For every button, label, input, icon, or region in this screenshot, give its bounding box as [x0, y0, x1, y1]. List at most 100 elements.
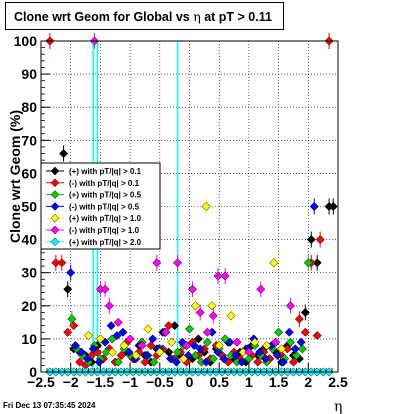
data-point	[106, 321, 116, 331]
data-point	[131, 350, 141, 361]
data-point	[161, 327, 171, 337]
data-point	[137, 340, 147, 351]
data-point	[250, 337, 260, 347]
y-tick-label: 0	[29, 364, 37, 380]
data-point	[226, 311, 236, 321]
x-tick-label: 1.5	[269, 374, 289, 390]
data-point	[202, 337, 212, 347]
legend-marker	[50, 213, 60, 223]
data-point	[193, 334, 203, 344]
data-point	[67, 314, 77, 324]
y-axis-label: Clone wrt Geom (%)	[7, 110, 23, 243]
data-point	[262, 340, 272, 351]
data-point	[181, 340, 192, 351]
x-tick-label: 1	[245, 374, 253, 390]
data-point	[146, 340, 156, 351]
data-point	[171, 357, 181, 367]
x-tick-label: −1	[122, 374, 138, 390]
data-point	[66, 268, 76, 278]
data-point	[214, 340, 224, 351]
data-point	[104, 301, 114, 311]
x-tick-label: 0.5	[209, 374, 229, 390]
data-point	[256, 284, 266, 294]
data-point	[271, 337, 281, 347]
data-point	[167, 337, 177, 347]
data-point	[288, 357, 299, 367]
data-point	[300, 307, 310, 317]
data-point	[190, 301, 200, 311]
data-point	[303, 258, 313, 268]
data-point	[113, 357, 123, 367]
data-point	[148, 334, 158, 344]
y-tick-label: 20	[21, 298, 37, 314]
legend-entry: (-) with pT/|q| > 0.1	[69, 179, 140, 188]
data-point	[63, 327, 73, 337]
x-tick-label: −2	[63, 374, 79, 390]
data-point	[124, 347, 134, 357]
y-tick-label: 30	[21, 265, 37, 281]
data-point	[63, 284, 73, 294]
data-point	[277, 344, 287, 354]
data-point	[195, 344, 205, 354]
data-point	[220, 271, 230, 281]
timestamp: Fri Dec 13 07:35:45 2024	[3, 401, 96, 410]
data-point	[255, 347, 265, 357]
data-point	[125, 334, 135, 344]
data-point	[201, 357, 211, 367]
data-point	[113, 317, 123, 327]
legend-entry: (+) with pT/|q| > 0.1	[69, 167, 142, 176]
data-point	[306, 235, 316, 245]
chart-title: Clone wrt Geom for Global vs η at pT > 0…	[5, 2, 284, 30]
data-point	[219, 354, 229, 364]
data-point	[285, 337, 296, 347]
data-point	[309, 201, 319, 212]
data-point	[190, 350, 200, 361]
data-point	[70, 340, 81, 351]
data-point	[95, 334, 105, 344]
data-point	[69, 321, 79, 331]
data-point	[118, 327, 128, 337]
title-prefix: Clone wrt Geom for Global vs	[14, 10, 190, 24]
legend-entry: (+) with pT/|q| > 2.0	[69, 238, 142, 247]
data-point	[143, 324, 153, 334]
data-point	[294, 314, 304, 324]
legend-entry: (+) with pT/|q| > 0.5	[69, 191, 142, 200]
data-point	[82, 354, 92, 364]
y-tick-label: 90	[21, 66, 37, 82]
y-tick-label: 40	[21, 232, 37, 248]
data-point	[244, 354, 254, 364]
data-point	[189, 340, 199, 351]
data-points	[45, 33, 338, 377]
y-tick-label: 10	[21, 331, 37, 347]
data-point	[213, 347, 223, 357]
title-eta-symbol: η	[193, 9, 201, 24]
data-point	[119, 340, 129, 351]
data-point	[253, 357, 263, 367]
x-tick-label: −1.5	[87, 374, 115, 390]
data-point	[296, 337, 306, 347]
data-point	[179, 354, 189, 364]
y-tick-label: 80	[21, 99, 37, 115]
data-point	[173, 258, 183, 268]
legend-marker	[50, 237, 60, 247]
data-point	[208, 311, 218, 321]
tick-labels: −2.5 −2 −1.5 −1 −0.5 0 0.5 1 1.5 2 2.5 0 10 20 30 40 50 6…	[14, 33, 348, 390]
data-point	[237, 357, 247, 367]
legend-entry: (+) with pT/|q| > 1.0	[69, 214, 142, 223]
data-point	[315, 235, 325, 245]
title-suffix: at pT > 0.11	[204, 10, 272, 24]
data-point	[290, 344, 300, 354]
data-point	[173, 347, 183, 357]
x-tick-label: 2.5	[328, 374, 348, 390]
legend-entry: (-) with pT/|q| > 0.5	[69, 202, 140, 211]
data-point	[201, 201, 211, 212]
legend-entry: (-) with pT/|q| > 1.0	[69, 226, 140, 235]
data-point	[195, 307, 205, 317]
x-tick-label: −0.5	[146, 374, 174, 390]
data-point	[274, 327, 284, 337]
legend-marker	[50, 190, 60, 199]
data-point	[208, 354, 218, 364]
data-point	[184, 324, 195, 334]
data-point	[100, 284, 110, 294]
data-point	[202, 327, 212, 337]
